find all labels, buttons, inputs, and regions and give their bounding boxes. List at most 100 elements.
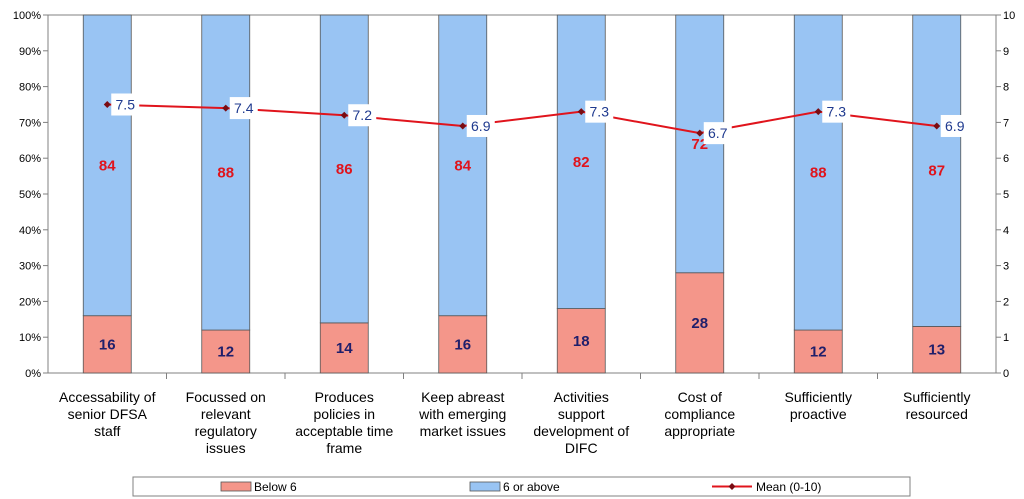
bar-6-or-above-label: 86 bbox=[336, 161, 353, 178]
category-label-line: acceptable time bbox=[295, 423, 393, 439]
y-tick-label: 10% bbox=[19, 332, 41, 344]
bar-6-or-above-label: 84 bbox=[99, 157, 116, 174]
y2-tick-label: 5 bbox=[1003, 189, 1009, 201]
category-label-line: support bbox=[558, 406, 605, 422]
bar-6-or-above-label: 84 bbox=[454, 157, 471, 174]
bar-6-or-above-label: 88 bbox=[217, 165, 234, 182]
category-label-line: appropriate bbox=[664, 423, 735, 439]
category-label: Focussed on relevant regulatory issues bbox=[186, 389, 266, 456]
mean-label: 6.9 bbox=[471, 118, 491, 134]
category-label-line: DIFC bbox=[565, 440, 598, 456]
mean-label-box bbox=[229, 97, 258, 120]
y-tick-label: 20% bbox=[19, 296, 41, 308]
category-label: Activities support development of DIFC bbox=[533, 389, 629, 456]
mean-point bbox=[222, 104, 230, 112]
bar-below-6 bbox=[556, 308, 606, 374]
y2-tick-label: 4 bbox=[1003, 225, 1009, 237]
mean-label: 7.4 bbox=[234, 100, 254, 116]
mean-label-box bbox=[348, 104, 377, 127]
y2-tick-label: 9 bbox=[1003, 46, 1009, 58]
bar-6-or-above bbox=[793, 14, 843, 331]
category-label: Sufficiently resourced bbox=[903, 389, 970, 422]
category-label-line: Accessability of bbox=[59, 389, 156, 405]
mean-label: 7.5 bbox=[116, 97, 136, 113]
bar-below-6-label: 13 bbox=[928, 342, 945, 359]
category-label-line: relevant bbox=[201, 406, 251, 422]
bar-below-6 bbox=[438, 315, 488, 374]
mean-label-box bbox=[466, 114, 495, 137]
category-label-line: Activities bbox=[554, 389, 609, 405]
category-label-line: senior DFSA bbox=[68, 406, 148, 422]
bar-below-6 bbox=[793, 329, 843, 374]
category-label: Cost of compliance appropriate bbox=[664, 389, 735, 439]
mean-label-box bbox=[111, 93, 140, 116]
category-label-line: resourced bbox=[906, 406, 968, 422]
bar-below-6-label: 16 bbox=[454, 336, 471, 353]
bar-6-or-above bbox=[912, 14, 962, 327]
legend-label: 6 or above bbox=[503, 480, 560, 494]
mean-point bbox=[340, 111, 348, 119]
y2-tick-label: 3 bbox=[1003, 261, 1009, 273]
category-label: Accessability of senior DFSA staff bbox=[59, 389, 156, 439]
bar-below-6 bbox=[319, 322, 369, 374]
bar-6-or-above bbox=[319, 14, 369, 324]
category-labels: Accessability of senior DFSA staff Focussed… bbox=[59, 389, 970, 456]
y2-tick-label: 6 bbox=[1003, 153, 1009, 165]
category-label-line: policies in bbox=[314, 406, 375, 422]
bar-6-or-above-label: 82 bbox=[573, 154, 590, 171]
mean-point bbox=[696, 129, 704, 137]
bar-6-or-above bbox=[556, 14, 606, 309]
category-label-line: Keep abreast bbox=[421, 389, 504, 405]
mean-label-box bbox=[822, 100, 851, 123]
bar-below-6-label: 18 bbox=[573, 333, 590, 350]
y-tick-label: 50% bbox=[19, 189, 41, 201]
bar-below-6 bbox=[912, 326, 962, 374]
bar-6-or-above bbox=[438, 14, 488, 317]
legend-marker bbox=[728, 483, 736, 490]
bar-below-6-label: 14 bbox=[336, 340, 353, 357]
mean-label-box bbox=[703, 122, 732, 145]
bar-below-6-label: 28 bbox=[691, 315, 708, 332]
legend-label: Below 6 bbox=[254, 480, 297, 494]
mean-label-box bbox=[585, 100, 614, 123]
bar-6-or-above-label: 88 bbox=[810, 165, 827, 182]
y-tick-label: 80% bbox=[19, 82, 41, 94]
chart-axes: 0%10%20%30%40%50%60%70%80%90%100%0123456… bbox=[13, 10, 1015, 380]
y-tick-label: 30% bbox=[19, 261, 41, 273]
category-label-line: Cost of bbox=[678, 389, 722, 405]
plot-area bbox=[47, 14, 997, 374]
y-tick-label: 70% bbox=[19, 117, 41, 129]
mean-point bbox=[577, 108, 585, 116]
y2-tick-label: 0 bbox=[1003, 368, 1009, 380]
mean-point bbox=[459, 122, 467, 130]
category-label-line: market issues bbox=[420, 423, 506, 439]
category-label-line: Sufficiently bbox=[903, 389, 970, 405]
mean-label: 6.9 bbox=[945, 118, 965, 134]
y2-tick-label: 2 bbox=[1003, 296, 1009, 308]
category-label-line: with emerging bbox=[418, 406, 506, 422]
legend-swatch bbox=[220, 481, 252, 492]
y-tick-label: 90% bbox=[19, 46, 41, 58]
mean-label: 6.7 bbox=[708, 125, 728, 141]
legend: Below 6 6 or above Mean (0-10) bbox=[132, 476, 911, 497]
y2-tick-label: 10 bbox=[1003, 10, 1015, 22]
category-label-line: compliance bbox=[664, 406, 735, 422]
mean-point bbox=[103, 101, 111, 108]
bar-below-6 bbox=[675, 272, 725, 374]
category-label-line: Sufficiently bbox=[785, 389, 852, 405]
bar-6-or-above-label: 87 bbox=[928, 163, 945, 180]
bar-below-6 bbox=[201, 329, 251, 374]
y-tick-label: 0% bbox=[25, 368, 41, 380]
legend-box bbox=[132, 476, 911, 497]
mean-label: 7.3 bbox=[827, 104, 847, 120]
mean-label-box bbox=[940, 114, 969, 137]
category-label-line: development of bbox=[533, 423, 629, 439]
bar-below-6-label: 16 bbox=[99, 336, 116, 353]
bar-6-or-above bbox=[82, 14, 132, 317]
legend-swatch bbox=[469, 481, 501, 492]
mean-point bbox=[814, 108, 822, 116]
mean-line: 7.5 7.4 7.2 6.9 7.3 6.7 7.3 6.9 bbox=[103, 93, 969, 145]
category-label: Produces policies in acceptable time frame bbox=[295, 389, 393, 456]
mean-label: 7.3 bbox=[590, 104, 610, 120]
